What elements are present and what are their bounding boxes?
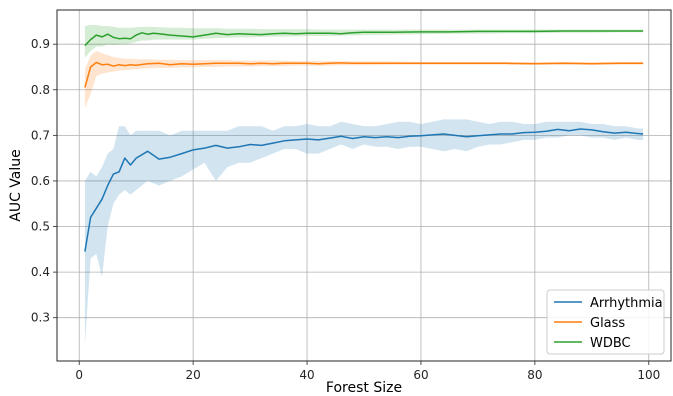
wdbc-confidence-band — [84, 25, 644, 58]
y-tick-label: 0.3 — [31, 311, 50, 325]
legend-label-arrhythmia: Arrhythmia — [590, 296, 663, 311]
legend-label-glass: Glass — [590, 316, 625, 331]
legend-entries: Arrhythmia Glass WDBC — [554, 296, 663, 351]
plot-area-frame — [56, 9, 672, 362]
axis-ticks: 0 20 40 60 80 100 0.3 0.4 0.5 0.6 0.7 0.8 0.9 — [31, 37, 660, 382]
x-axis-label: Forest Size — [326, 380, 402, 396]
y-tick-label: 0.7 — [31, 128, 50, 142]
legend-label-wdbc: WDBC — [590, 336, 631, 351]
x-tick-label: 100 — [637, 368, 660, 382]
legend: Arrhythmia Glass WDBC — [546, 289, 665, 355]
y-tick-label: 0.5 — [31, 220, 50, 234]
grid-lines — [57, 10, 671, 361]
arrhythmia-series-line — [84, 128, 644, 252]
legend-box — [546, 289, 665, 355]
y-tick-label: 0.4 — [31, 265, 50, 279]
glass-confidence-band — [84, 51, 644, 108]
x-tick-label: 80 — [527, 368, 542, 382]
y-axis-label: AUC Value — [8, 149, 24, 222]
x-tick-label: 20 — [185, 368, 200, 382]
x-tick-label: 40 — [299, 368, 314, 382]
wdbc-series-line — [84, 30, 644, 47]
confidence-bands — [84, 25, 644, 346]
glass-series-line — [84, 61, 644, 88]
series-lines — [84, 30, 644, 252]
y-tick-label: 0.8 — [31, 83, 50, 97]
x-tick-label: 0 — [75, 368, 83, 382]
arrhythmia-confidence-band — [84, 119, 644, 346]
y-tick-label: 0.9 — [31, 37, 50, 51]
y-tick-label: 0.6 — [31, 174, 50, 188]
x-tick-label: 60 — [413, 368, 428, 382]
